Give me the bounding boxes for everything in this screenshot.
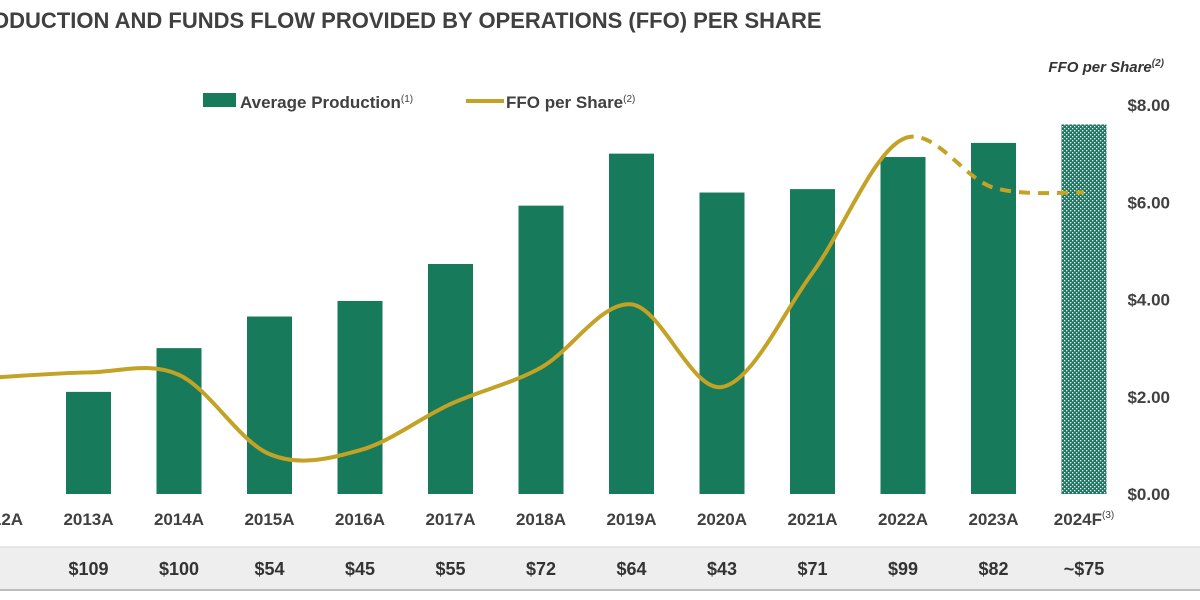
legend-swatch-production [203, 93, 236, 107]
bar-2021A [790, 189, 835, 494]
price-value: $43 [707, 559, 737, 579]
x-tick-label: 2023A [968, 510, 1018, 529]
bar-2015A [247, 316, 292, 494]
price-value: $45 [345, 559, 375, 579]
ffo-line-forecast [902, 134, 1085, 196]
x-tick-label: 2024F(3) [1054, 510, 1114, 529]
x-tick-label: 2013A [63, 510, 113, 529]
x-tick-label: 2016A [335, 510, 385, 529]
bar-2022A [880, 157, 926, 494]
price-value: $54 [254, 559, 284, 579]
x-tick-label: 2021A [787, 510, 837, 529]
chart-title: ODUCTION AND FUNDS FLOW PROVIDED BY OPER… [0, 8, 822, 33]
bar-2017A [428, 264, 473, 494]
legend-label-production: Average Production(1) [240, 93, 413, 112]
x-tick-label: 2012A [0, 510, 23, 529]
price-value: $55 [435, 559, 465, 579]
x-tick-label: 2015A [244, 510, 294, 529]
bar-2020A [699, 192, 745, 494]
price-row-band [0, 547, 1200, 590]
x-tick-label: 2017A [425, 510, 475, 529]
bar-2019A [609, 153, 654, 494]
bar-2013A [66, 391, 111, 494]
price-value: $64 [616, 559, 646, 579]
ffo-line-actual [0, 137, 905, 463]
x-tick-label: 2018A [516, 510, 566, 529]
y-tick-label: $0.00 [1127, 485, 1170, 504]
bar-2014A [156, 348, 202, 494]
price-value: $72 [526, 559, 556, 579]
x-tick-label: 2022A [878, 510, 928, 529]
price-value: $71 [797, 559, 827, 579]
legend-label-ffo: FFO per Share(2) [506, 93, 635, 112]
x-tick-label: 2020A [697, 510, 747, 529]
x-tick-label: 2019A [606, 510, 656, 529]
y-tick-label: $2.00 [1127, 388, 1170, 407]
x-tick-label: 2014A [154, 510, 204, 529]
y-tick-label: $6.00 [1127, 193, 1170, 212]
bar-2018A [518, 205, 564, 494]
bar-2016A [337, 300, 383, 494]
y-tick-label: $4.00 [1127, 291, 1170, 310]
price-value: ~$75 [1064, 559, 1105, 579]
price-value: $82 [978, 559, 1008, 579]
y-tick-label: $8.00 [1127, 96, 1170, 115]
price-value: $99 [888, 559, 918, 579]
bar-2023A [971, 142, 1016, 495]
price-value: $109 [68, 559, 108, 579]
bar-2024F [1061, 124, 1107, 494]
price-value: $100 [159, 559, 199, 579]
y-axis-title: FFO per Share(2) [1048, 58, 1164, 76]
